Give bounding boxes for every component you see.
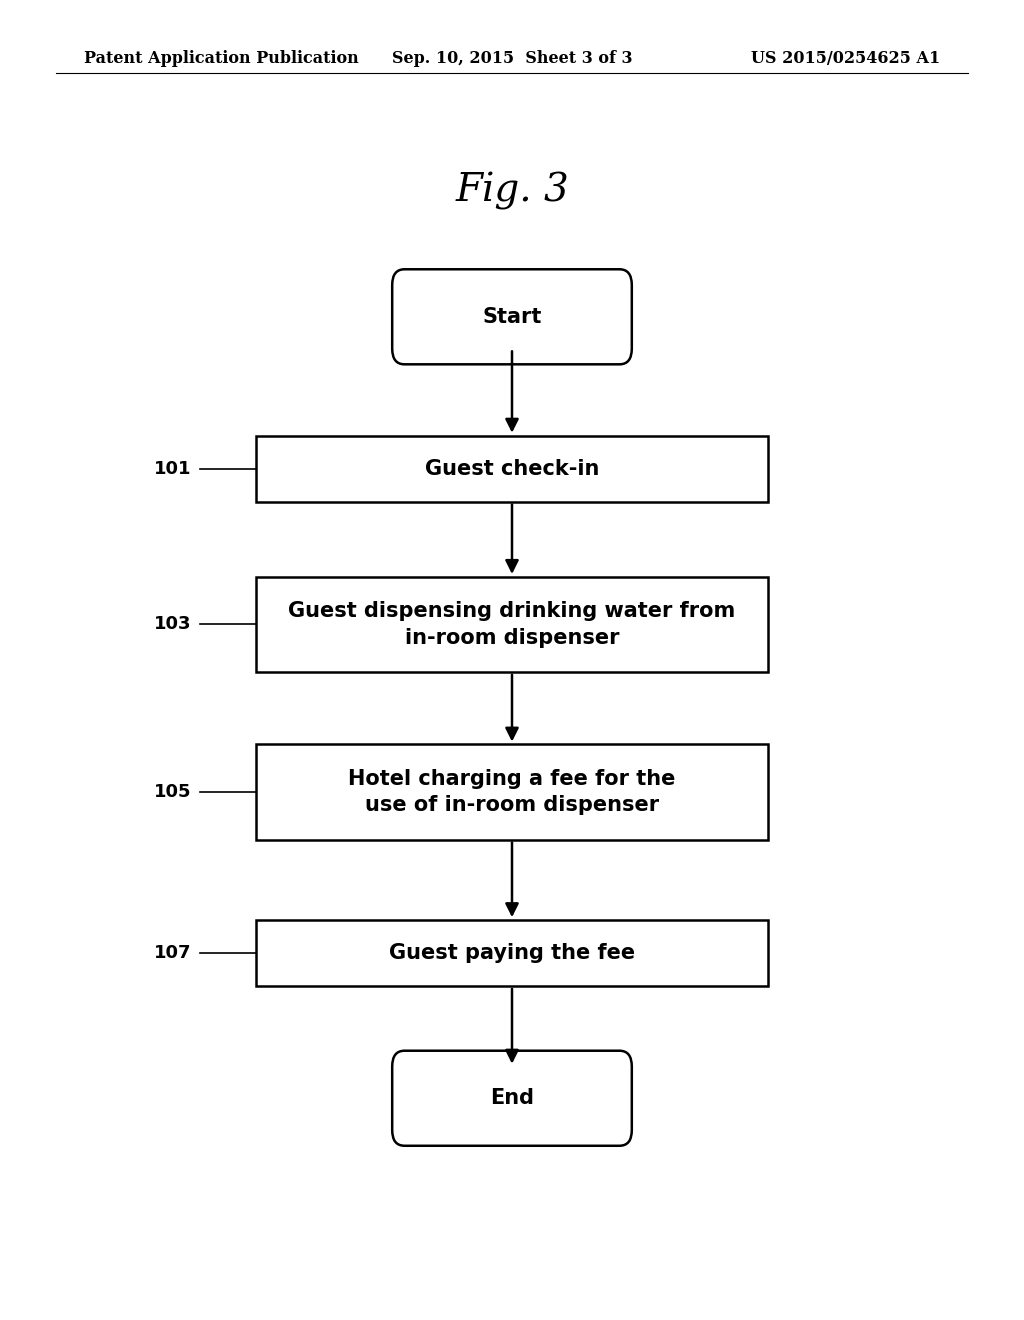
Text: 105: 105 <box>154 783 191 801</box>
Text: Start: Start <box>482 306 542 327</box>
Text: Hotel charging a fee for the
use of in-room dispenser: Hotel charging a fee for the use of in-r… <box>348 768 676 816</box>
FancyBboxPatch shape <box>256 920 768 986</box>
Text: Guest check-in: Guest check-in <box>425 458 599 479</box>
FancyBboxPatch shape <box>392 269 632 364</box>
FancyBboxPatch shape <box>392 1051 632 1146</box>
FancyBboxPatch shape <box>256 436 768 502</box>
Text: Sep. 10, 2015  Sheet 3 of 3: Sep. 10, 2015 Sheet 3 of 3 <box>392 50 632 66</box>
Text: US 2015/0254625 A1: US 2015/0254625 A1 <box>751 50 940 66</box>
Text: Fig. 3: Fig. 3 <box>455 173 569 210</box>
Text: 107: 107 <box>154 944 191 962</box>
FancyBboxPatch shape <box>256 577 768 672</box>
FancyBboxPatch shape <box>256 744 768 840</box>
Text: End: End <box>490 1088 534 1109</box>
Text: Guest paying the fee: Guest paying the fee <box>389 942 635 964</box>
Text: Guest dispensing drinking water from
in-room dispenser: Guest dispensing drinking water from in-… <box>289 601 735 648</box>
Text: 101: 101 <box>154 459 191 478</box>
Text: Patent Application Publication: Patent Application Publication <box>84 50 358 66</box>
Text: 103: 103 <box>154 615 191 634</box>
